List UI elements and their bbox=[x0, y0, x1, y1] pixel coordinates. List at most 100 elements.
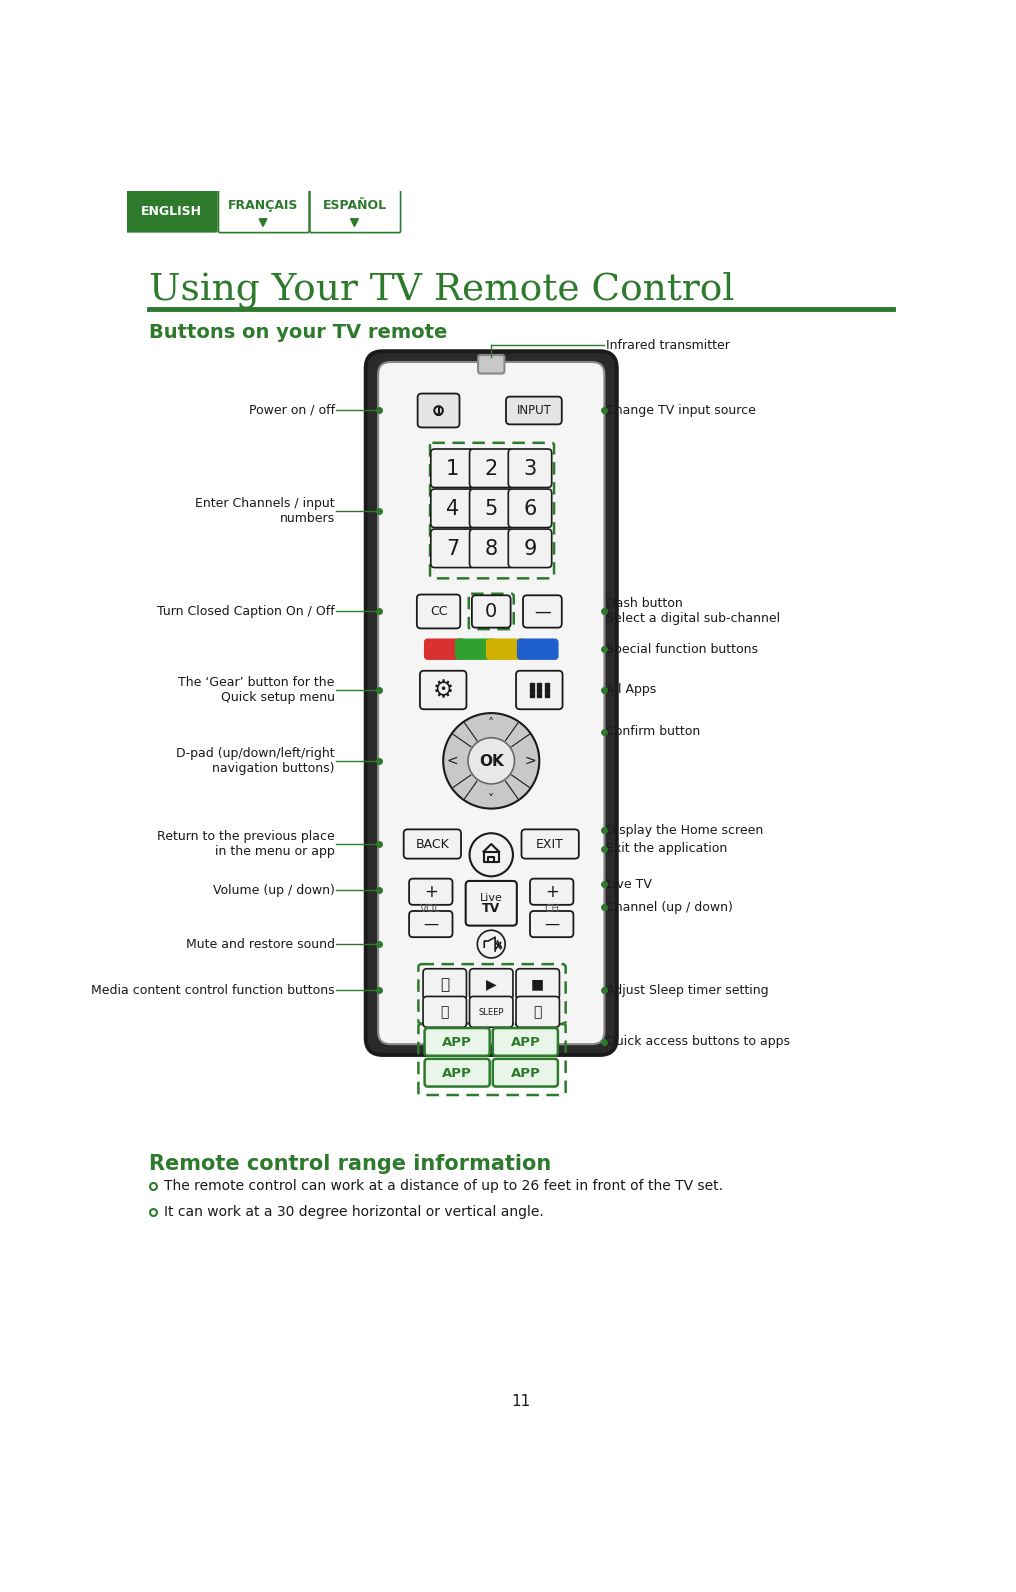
FancyBboxPatch shape bbox=[417, 594, 460, 629]
Text: Return to the previous place
in the menu or app: Return to the previous place in the menu… bbox=[156, 829, 334, 858]
FancyBboxPatch shape bbox=[469, 489, 513, 527]
Text: Buttons on your TV remote: Buttons on your TV remote bbox=[148, 323, 447, 342]
Text: <: < bbox=[447, 755, 458, 767]
FancyBboxPatch shape bbox=[508, 489, 552, 527]
Text: Volume (up / down): Volume (up / down) bbox=[212, 884, 334, 896]
FancyBboxPatch shape bbox=[310, 189, 400, 232]
Circle shape bbox=[469, 833, 513, 876]
Text: ⏸: ⏸ bbox=[440, 977, 449, 992]
Text: 5: 5 bbox=[485, 498, 498, 519]
FancyBboxPatch shape bbox=[493, 1028, 558, 1055]
Text: ENGLISH: ENGLISH bbox=[141, 204, 202, 218]
Text: 11: 11 bbox=[511, 1395, 530, 1409]
Text: ■: ■ bbox=[531, 977, 545, 992]
FancyBboxPatch shape bbox=[431, 449, 474, 487]
FancyBboxPatch shape bbox=[523, 595, 562, 627]
FancyBboxPatch shape bbox=[508, 449, 552, 487]
Text: +: + bbox=[424, 884, 438, 901]
Text: 3: 3 bbox=[523, 458, 536, 479]
FancyBboxPatch shape bbox=[378, 361, 605, 1044]
Circle shape bbox=[443, 713, 539, 809]
Text: Special function buttons: Special function buttons bbox=[606, 643, 758, 656]
Text: 0: 0 bbox=[485, 602, 498, 621]
Text: SLEEP: SLEEP bbox=[479, 1008, 504, 1017]
Circle shape bbox=[468, 737, 514, 783]
Text: Live: Live bbox=[480, 893, 503, 903]
Text: APP: APP bbox=[510, 1067, 541, 1079]
Circle shape bbox=[478, 930, 505, 958]
Text: —: — bbox=[545, 917, 560, 931]
Text: Adjust Sleep timer setting: Adjust Sleep timer setting bbox=[606, 984, 768, 997]
FancyBboxPatch shape bbox=[425, 1059, 490, 1087]
FancyBboxPatch shape bbox=[493, 1059, 558, 1087]
Text: 9: 9 bbox=[523, 538, 536, 559]
Text: The ‘Gear’ button for the
Quick setup menu: The ‘Gear’ button for the Quick setup me… bbox=[179, 677, 334, 704]
Text: Media content control function buttons: Media content control function buttons bbox=[91, 984, 334, 997]
FancyBboxPatch shape bbox=[366, 352, 617, 1055]
Text: TV: TV bbox=[483, 903, 500, 915]
Polygon shape bbox=[259, 218, 267, 226]
Text: APP: APP bbox=[510, 1036, 541, 1049]
Text: VOL: VOL bbox=[421, 904, 441, 914]
FancyBboxPatch shape bbox=[479, 355, 504, 374]
Text: 4: 4 bbox=[446, 498, 459, 519]
Text: FRANÇAIS: FRANÇAIS bbox=[228, 199, 299, 212]
Text: Infrared transmitter: Infrared transmitter bbox=[606, 339, 729, 352]
Text: 6: 6 bbox=[523, 498, 536, 519]
Text: —: — bbox=[424, 917, 439, 931]
FancyBboxPatch shape bbox=[125, 189, 217, 232]
Text: ESPAÑOL: ESPAÑOL bbox=[322, 199, 386, 212]
Text: Dash button
Select a digital sub-channel: Dash button Select a digital sub-channel bbox=[606, 597, 780, 626]
Text: EXIT: EXIT bbox=[536, 837, 564, 850]
FancyBboxPatch shape bbox=[508, 529, 552, 568]
Text: CC: CC bbox=[430, 605, 447, 618]
Text: 2: 2 bbox=[485, 458, 498, 479]
Text: OK: OK bbox=[479, 753, 504, 769]
FancyBboxPatch shape bbox=[409, 879, 452, 904]
Text: It can work at a 30 degree horizontal or vertical angle.: It can work at a 30 degree horizontal or… bbox=[165, 1205, 544, 1219]
Text: CH: CH bbox=[545, 904, 559, 914]
Text: Using Your TV Remote Control: Using Your TV Remote Control bbox=[148, 272, 735, 309]
FancyBboxPatch shape bbox=[455, 638, 496, 659]
Text: All Apps: All Apps bbox=[606, 683, 656, 697]
Text: 8: 8 bbox=[485, 538, 498, 559]
FancyBboxPatch shape bbox=[530, 879, 573, 904]
Text: >: > bbox=[524, 755, 535, 767]
Text: Display the Home screen: Display the Home screen bbox=[606, 823, 763, 837]
Text: 7: 7 bbox=[446, 538, 459, 559]
Text: Remote control range information: Remote control range information bbox=[148, 1154, 551, 1173]
Polygon shape bbox=[351, 218, 359, 226]
Text: BACK: BACK bbox=[416, 837, 449, 850]
Text: Enter Channels / input
numbers: Enter Channels / input numbers bbox=[195, 497, 334, 525]
Text: ⚙: ⚙ bbox=[433, 678, 454, 702]
FancyBboxPatch shape bbox=[516, 970, 560, 1000]
Text: ⏩: ⏩ bbox=[533, 1005, 542, 1019]
Text: Live TV: Live TV bbox=[606, 877, 652, 890]
FancyBboxPatch shape bbox=[218, 189, 309, 232]
FancyBboxPatch shape bbox=[471, 595, 511, 627]
FancyBboxPatch shape bbox=[469, 970, 513, 1000]
FancyBboxPatch shape bbox=[423, 970, 466, 1000]
Text: +: + bbox=[545, 884, 559, 901]
Text: Change TV input source: Change TV input source bbox=[606, 404, 756, 417]
Text: Turn Closed Caption On / Off: Turn Closed Caption On / Off bbox=[156, 605, 334, 618]
Text: ˄: ˄ bbox=[488, 718, 495, 731]
Text: ˅: ˅ bbox=[488, 793, 495, 806]
Text: Mute and restore sound: Mute and restore sound bbox=[186, 938, 334, 950]
Text: The remote control can work at a distance of up to 26 feet in front of the TV se: The remote control can work at a distanc… bbox=[165, 1180, 723, 1192]
FancyBboxPatch shape bbox=[516, 670, 563, 710]
Text: —: — bbox=[534, 603, 551, 621]
FancyBboxPatch shape bbox=[431, 529, 474, 568]
FancyBboxPatch shape bbox=[469, 529, 513, 568]
Text: Channel (up / down): Channel (up / down) bbox=[606, 901, 733, 914]
Text: ⏪: ⏪ bbox=[441, 1005, 449, 1019]
FancyBboxPatch shape bbox=[487, 638, 527, 659]
Text: ▶: ▶ bbox=[486, 977, 497, 992]
FancyBboxPatch shape bbox=[521, 829, 579, 858]
FancyBboxPatch shape bbox=[420, 670, 466, 710]
FancyBboxPatch shape bbox=[469, 997, 513, 1027]
FancyBboxPatch shape bbox=[409, 911, 452, 938]
Text: 1: 1 bbox=[446, 458, 459, 479]
FancyBboxPatch shape bbox=[517, 638, 558, 659]
FancyBboxPatch shape bbox=[516, 997, 560, 1027]
